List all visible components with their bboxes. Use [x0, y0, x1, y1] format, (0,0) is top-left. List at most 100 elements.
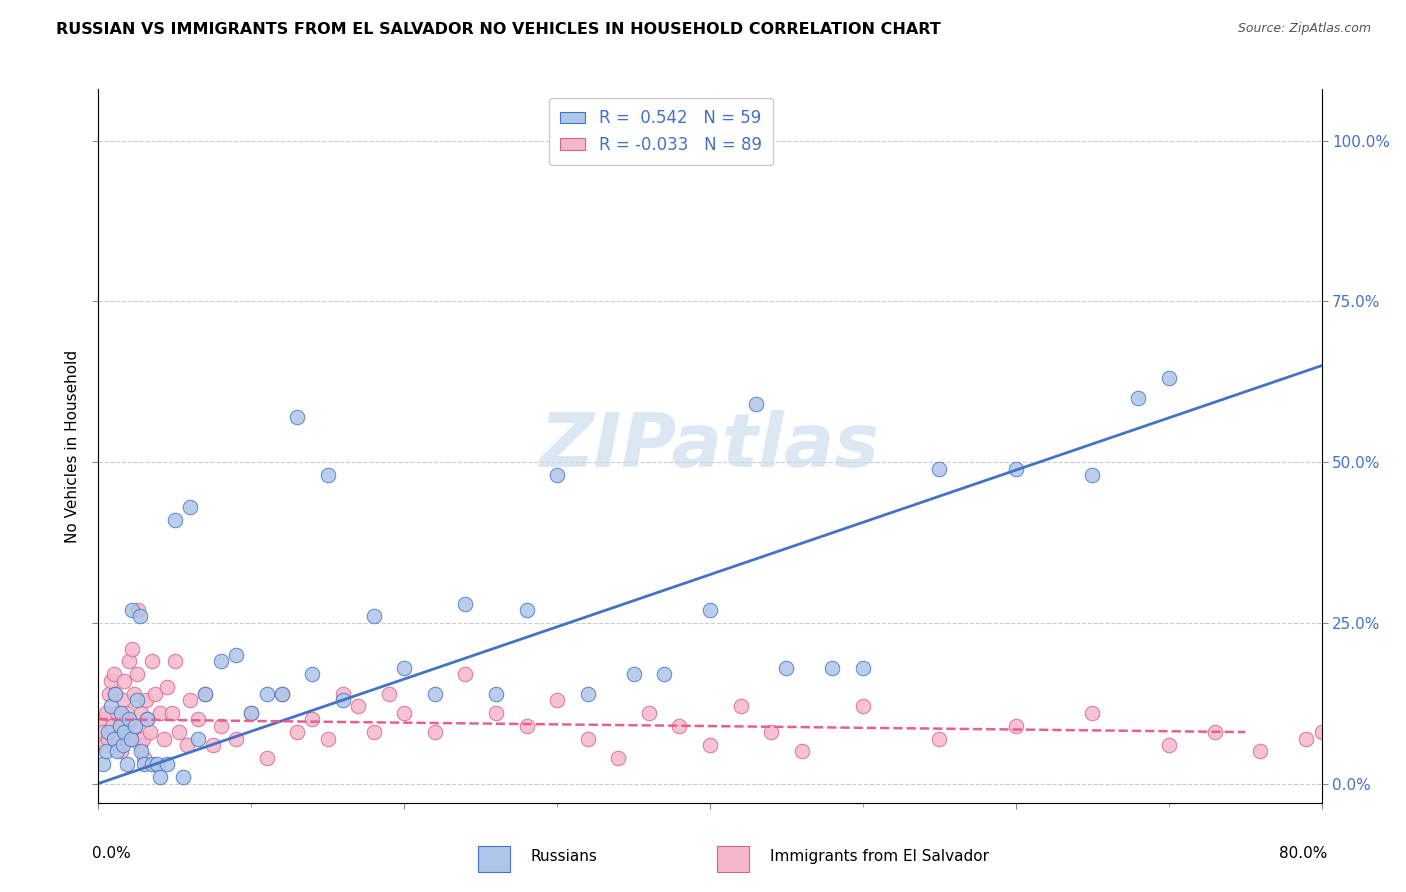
Point: [363, 725, 385, 739]
Point: [516, 603, 538, 617]
Point: [1295, 731, 1317, 746]
Point: [110, 706, 132, 720]
Point: [1081, 467, 1104, 482]
Point: [143, 686, 166, 700]
Point: [852, 661, 875, 675]
Point: [1310, 725, 1333, 739]
Point: [120, 731, 142, 746]
Point: [176, 738, 198, 752]
Point: [423, 686, 446, 700]
Point: [91, 757, 114, 772]
Point: [485, 686, 508, 700]
Point: [112, 673, 135, 688]
Point: [1250, 744, 1272, 758]
Point: [100, 673, 122, 688]
Point: [202, 738, 225, 752]
Point: [125, 667, 148, 681]
Point: [285, 725, 308, 739]
Point: [790, 744, 813, 758]
Point: [136, 712, 159, 726]
Text: Source: ZipAtlas.com: Source: ZipAtlas.com: [1237, 22, 1371, 36]
Point: [1341, 738, 1364, 752]
Point: [270, 686, 294, 700]
Point: [169, 725, 191, 739]
Point: [127, 603, 149, 617]
Point: [118, 712, 141, 726]
Point: [516, 719, 538, 733]
Point: [485, 706, 508, 720]
Point: [156, 757, 179, 772]
Point: [332, 693, 354, 707]
Point: [240, 706, 263, 720]
Point: [1128, 391, 1150, 405]
Point: [240, 706, 263, 720]
Point: [730, 699, 752, 714]
Point: [256, 751, 278, 765]
Point: [1157, 738, 1180, 752]
Point: [149, 706, 172, 720]
Point: [134, 751, 156, 765]
Point: [125, 693, 148, 707]
Point: [209, 654, 232, 668]
Point: [149, 770, 172, 784]
Point: [135, 693, 157, 707]
Point: [363, 609, 385, 624]
FancyBboxPatch shape: [717, 846, 749, 872]
Point: [129, 744, 152, 758]
Point: [94, 744, 117, 758]
Point: [623, 667, 645, 681]
Point: [423, 725, 446, 739]
Y-axis label: No Vehicles in Household: No Vehicles in Household: [65, 350, 80, 542]
Point: [454, 597, 477, 611]
Point: [285, 410, 308, 425]
Point: [103, 667, 125, 681]
Point: [179, 500, 201, 514]
Point: [699, 603, 721, 617]
Point: [668, 719, 690, 733]
Point: [91, 725, 114, 739]
Point: [745, 397, 768, 411]
Point: [172, 770, 194, 784]
Point: [153, 731, 176, 746]
Point: [1157, 371, 1180, 385]
Point: [124, 719, 146, 733]
Point: [115, 725, 138, 739]
Point: [112, 725, 135, 739]
Point: [121, 641, 143, 656]
Point: [638, 706, 661, 720]
Point: [93, 738, 115, 752]
Point: [90, 712, 112, 726]
Legend: R =  0.542   N = 59, R = -0.033   N = 89: R = 0.542 N = 59, R = -0.033 N = 89: [548, 97, 773, 165]
Point: [347, 699, 370, 714]
Point: [392, 706, 416, 720]
Point: [110, 744, 132, 758]
Point: [225, 731, 247, 746]
Point: [928, 731, 950, 746]
Point: [132, 731, 155, 746]
Point: [100, 699, 122, 714]
Point: [107, 731, 129, 746]
Point: [699, 738, 721, 752]
Point: [160, 706, 183, 720]
Point: [187, 712, 209, 726]
Point: [256, 686, 278, 700]
Point: [270, 686, 294, 700]
Point: [136, 712, 159, 726]
Point: [128, 609, 150, 624]
Point: [111, 693, 134, 707]
Point: [454, 667, 477, 681]
Text: ZIPatlas: ZIPatlas: [540, 409, 880, 483]
Point: [145, 757, 167, 772]
Text: RUSSIAN VS IMMIGRANTS FROM EL SALVADOR NO VEHICLES IN HOUSEHOLD CORRELATION CHAR: RUSSIAN VS IMMIGRANTS FROM EL SALVADOR N…: [56, 22, 941, 37]
Point: [108, 719, 131, 733]
Point: [194, 686, 217, 700]
Point: [928, 461, 950, 475]
Point: [392, 661, 416, 675]
Point: [546, 467, 568, 482]
Point: [1386, 725, 1406, 739]
Point: [105, 706, 128, 720]
Point: [546, 693, 568, 707]
Point: [122, 686, 145, 700]
Point: [378, 686, 401, 700]
Point: [128, 738, 150, 752]
